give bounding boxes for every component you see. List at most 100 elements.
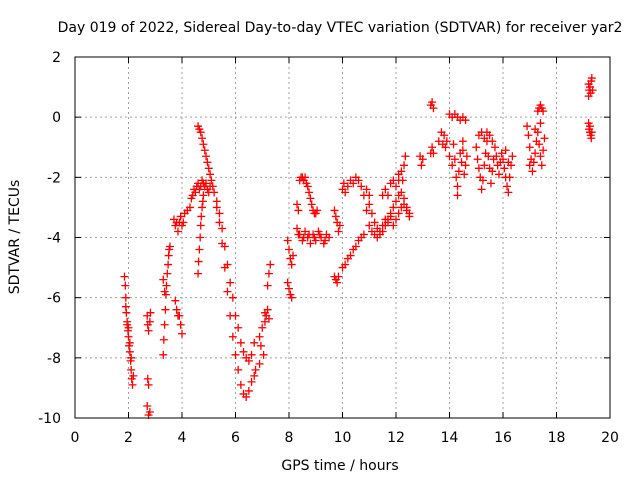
x-tick-label: 16 <box>494 430 512 446</box>
data-point <box>536 119 545 128</box>
data-point <box>434 137 443 146</box>
data-point <box>331 212 340 221</box>
data-point <box>144 380 153 389</box>
data-point <box>215 209 224 218</box>
data-point <box>449 140 458 149</box>
data-point <box>305 188 314 197</box>
data-point <box>460 170 469 179</box>
data-point <box>588 86 597 95</box>
data-point <box>196 221 205 230</box>
data-point <box>428 98 437 107</box>
data-point <box>266 260 275 269</box>
data-point <box>441 143 450 152</box>
data-point <box>194 269 203 278</box>
y-tick-label: 2 <box>52 50 61 66</box>
data-point <box>528 167 537 176</box>
data-point <box>199 191 208 200</box>
data-point <box>228 332 237 341</box>
data-point <box>325 233 334 242</box>
chart-title: Day 019 of 2022, Sidereal Day-to-day VTE… <box>58 20 623 36</box>
data-point <box>461 161 470 170</box>
data-point <box>207 176 216 185</box>
data-point <box>234 323 243 332</box>
data-point <box>161 305 170 314</box>
data-point <box>307 200 316 209</box>
data-point <box>474 164 483 173</box>
x-tick-label: 0 <box>71 430 80 446</box>
data-point <box>231 350 240 359</box>
x-tick-label: 10 <box>334 430 352 446</box>
data-point <box>587 128 596 137</box>
data-point <box>488 137 497 146</box>
data-point <box>392 215 400 224</box>
data-point <box>365 200 374 209</box>
data-point <box>504 158 513 167</box>
x-tick-label: 12 <box>387 430 405 446</box>
data-point <box>392 182 400 191</box>
data-point <box>497 149 506 158</box>
data-point <box>453 191 462 200</box>
data-point <box>478 176 487 185</box>
data-point <box>143 401 152 410</box>
data-point <box>525 143 534 152</box>
y-tick-label: 0 <box>52 110 61 126</box>
data-point <box>285 284 293 293</box>
data-point <box>461 116 470 125</box>
data-point <box>200 146 209 155</box>
data-point <box>524 131 533 140</box>
y-tick-label: -10 <box>38 411 61 427</box>
data-point <box>206 170 215 179</box>
data-point <box>173 227 182 236</box>
data-point <box>405 209 414 218</box>
data-point <box>313 206 322 215</box>
data-point <box>535 140 544 149</box>
data-point <box>486 179 495 188</box>
data-point <box>255 359 264 368</box>
data-point <box>305 230 314 239</box>
data-point <box>164 260 173 269</box>
data-point <box>429 104 438 113</box>
data-point <box>485 131 494 140</box>
data-point <box>215 218 224 227</box>
x-tick-label: 18 <box>548 430 566 446</box>
data-point <box>125 338 134 347</box>
data-point <box>226 278 235 287</box>
data-point <box>293 224 302 233</box>
data-point <box>462 152 471 161</box>
data-point <box>501 146 510 155</box>
data-point <box>370 218 379 227</box>
data-point <box>537 161 546 170</box>
data-point <box>234 365 243 374</box>
data-point <box>480 161 489 170</box>
data-point <box>239 347 248 356</box>
data-point <box>196 233 205 242</box>
data-point <box>367 209 376 218</box>
data-point <box>401 152 410 161</box>
data-point <box>165 242 174 251</box>
data-point <box>129 371 138 380</box>
data-point <box>125 347 134 356</box>
data-point <box>394 170 403 179</box>
grid <box>75 57 610 418</box>
data-point <box>505 173 514 182</box>
data-point <box>499 155 507 164</box>
data-point <box>400 200 409 209</box>
data-point <box>457 158 466 167</box>
data-point <box>472 143 481 152</box>
data-point <box>306 239 315 248</box>
data-point <box>525 161 534 170</box>
data-point <box>334 227 343 236</box>
data-point <box>247 377 256 386</box>
data-point <box>293 200 302 209</box>
data-point <box>172 305 181 314</box>
data-point <box>539 146 548 155</box>
axis-ticks: 0 2 4 6 8 10 12 14 16 18 20 -10 -8 -6 -4 -2 0 2 <box>38 50 619 446</box>
data-point <box>523 122 532 131</box>
data-point <box>299 233 308 242</box>
data-point <box>440 131 449 140</box>
data-point <box>536 152 545 161</box>
data-point <box>195 245 204 254</box>
data-point <box>354 176 363 185</box>
data-point <box>454 167 463 176</box>
data-point <box>448 161 457 170</box>
